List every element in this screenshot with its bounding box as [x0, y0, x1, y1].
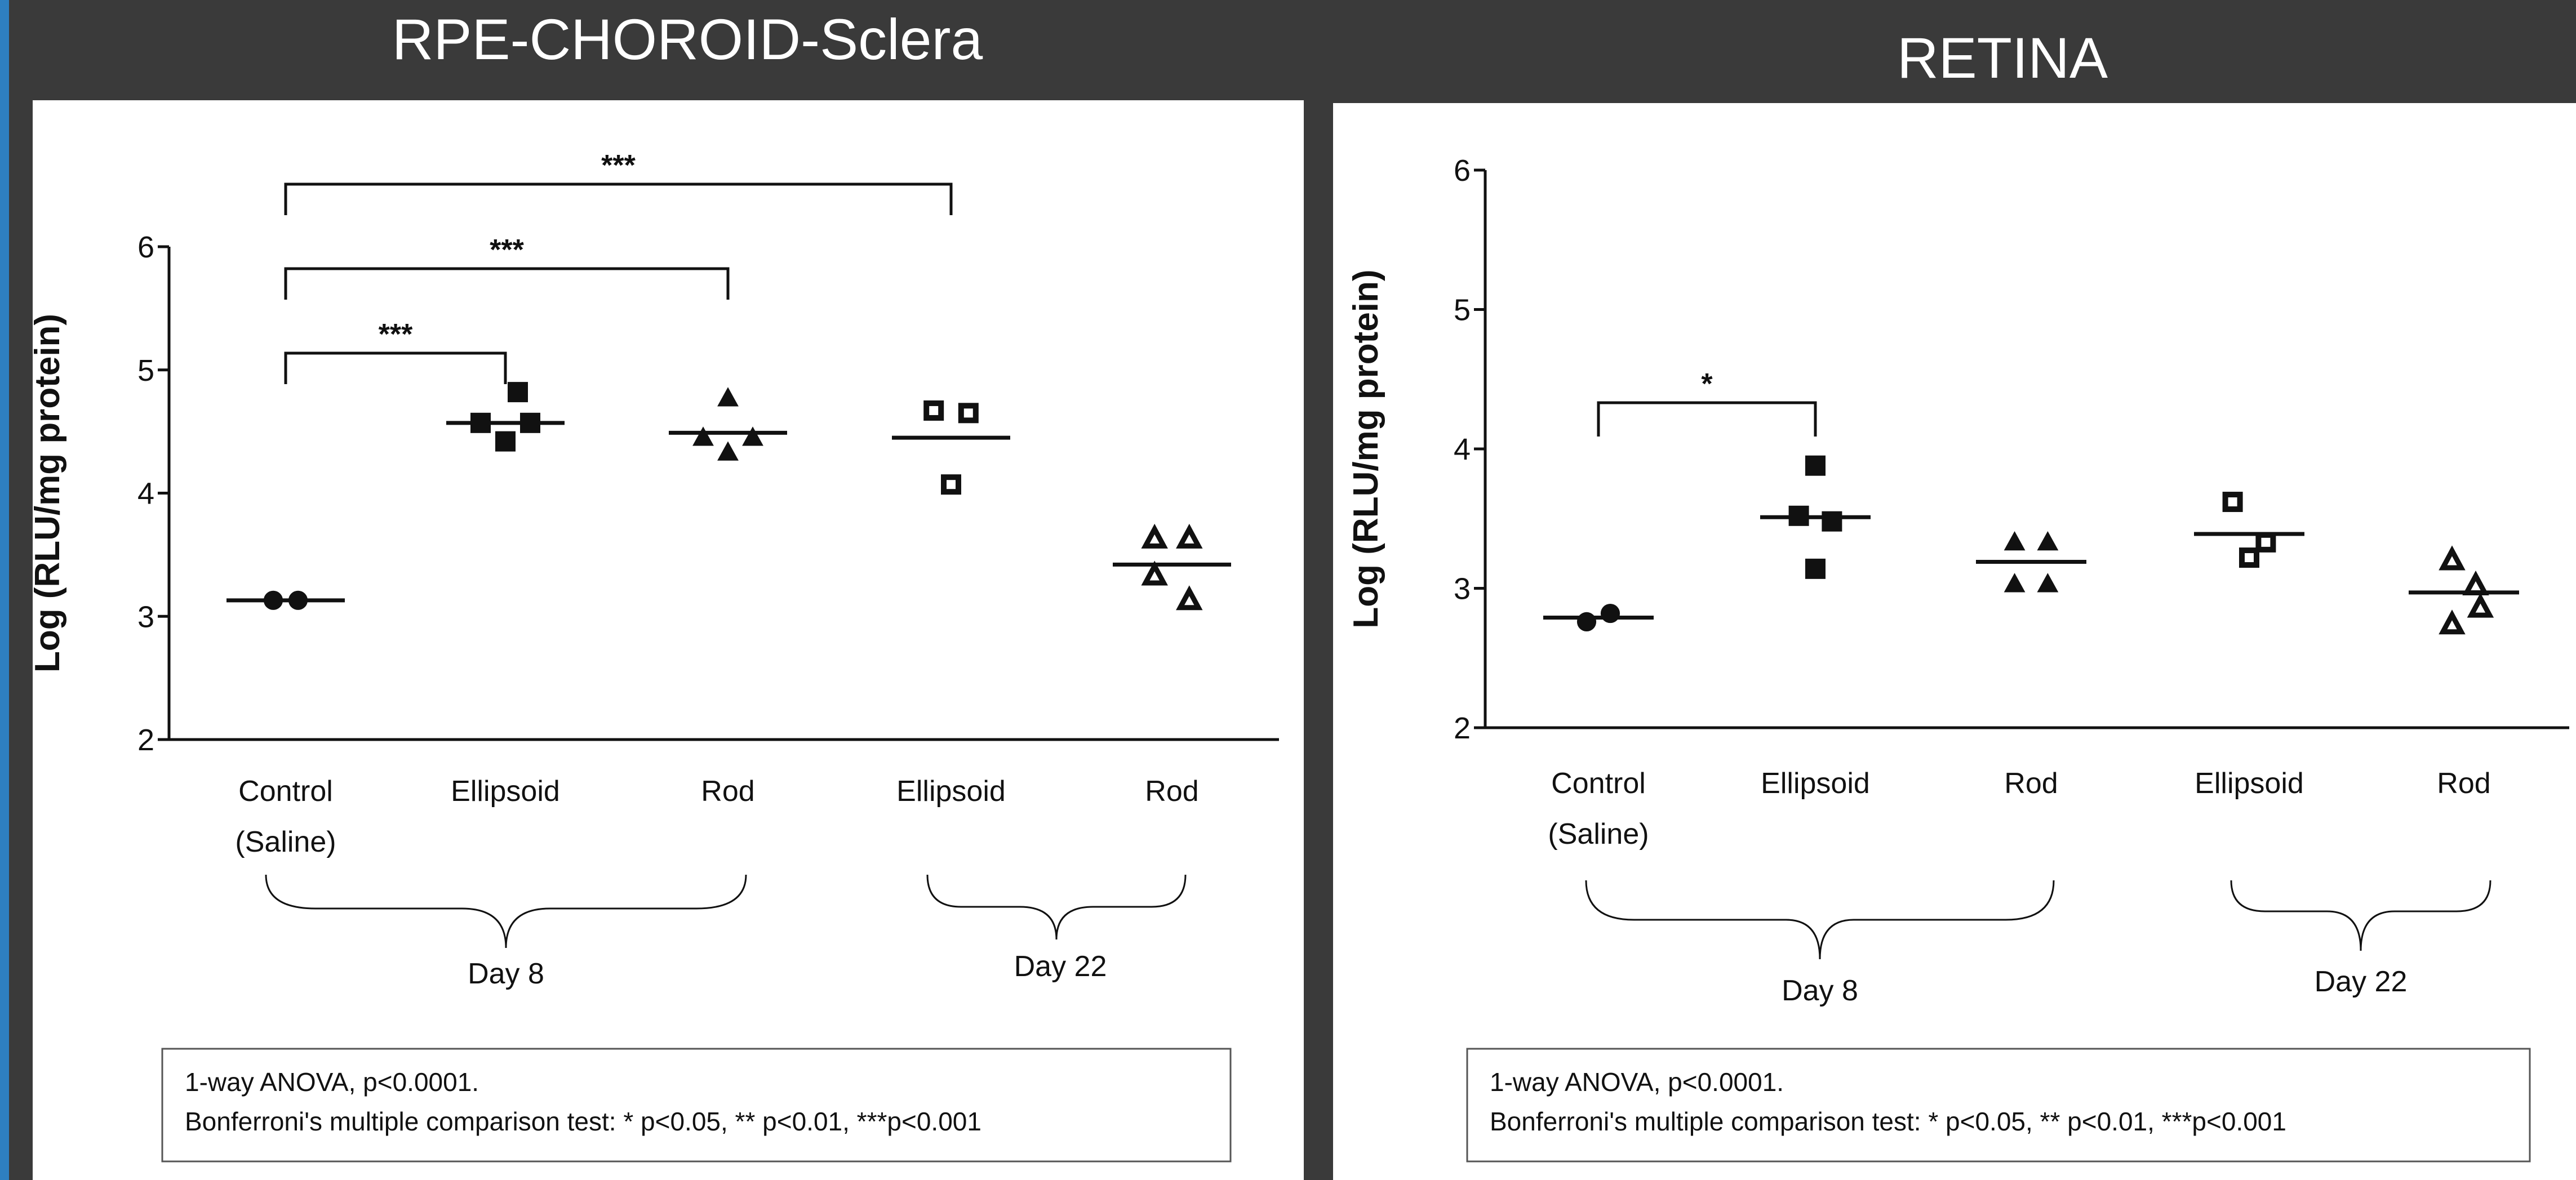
brace-day8-right — [1585, 880, 2055, 960]
significance-label: *** — [379, 318, 413, 351]
y-axis-label: Log (RLU/mg protein) — [1347, 269, 1385, 628]
data-point — [2462, 570, 2489, 596]
data-point — [288, 590, 308, 610]
y-tick-label: 5 — [1454, 293, 1471, 327]
panel-left-background — [33, 100, 1304, 1180]
x-category-label: Ellipsoid — [451, 775, 560, 808]
data-point — [1805, 455, 1826, 476]
data-point — [263, 590, 283, 610]
data-point — [2222, 492, 2243, 513]
data-point — [1141, 560, 1168, 586]
significance-bracket — [284, 182, 953, 215]
panel-right-title: RETINA — [1897, 26, 2108, 90]
stats-box-left-frame — [161, 1048, 1232, 1163]
group-label-day22-left: Day 22 — [1014, 950, 1107, 983]
y-tick-label: 2 — [137, 723, 154, 757]
x-category-label: Ellipsoid — [1761, 767, 1870, 800]
data-point — [2239, 547, 2259, 568]
brace-day8-left — [265, 874, 747, 949]
data-point — [742, 426, 763, 446]
y-tick-label: 6 — [137, 230, 154, 264]
data-point — [495, 431, 516, 452]
y-tick-label: 6 — [1454, 154, 1471, 188]
brace-day22-left — [926, 874, 1187, 940]
data-point — [1141, 523, 1168, 549]
data-point — [1576, 612, 1597, 631]
x-category-label: Rod — [2437, 767, 2490, 800]
x-category-label: Ellipsoid — [896, 775, 1006, 808]
group-brackets-right: Day 8 Day 22 — [1585, 880, 2491, 1007]
data-point — [717, 387, 739, 407]
brace-day22-right — [2230, 880, 2491, 951]
data-point — [692, 426, 714, 446]
data-point — [508, 382, 528, 403]
x-category-label-line2: (Saline) — [235, 826, 336, 858]
stats-box-left: 1-way ANOVA, p<0.0001. Bonferroni's mult… — [161, 1048, 1232, 1163]
group-label-day22-right: Day 22 — [2315, 965, 2408, 998]
stats-bonferroni-right: Bonferroni's multiple comparison test: *… — [1490, 1107, 2286, 1136]
stats-anova-right: 1-way ANOVA, p<0.0001. — [1490, 1067, 1784, 1097]
data-point — [1176, 585, 1203, 611]
y-axis-label: Log (RLU/mg protein) — [28, 314, 67, 673]
y-tick-label: 5 — [137, 354, 154, 388]
group-brackets-left: Day 8 Day 22 — [265, 874, 1187, 990]
data-point — [958, 403, 979, 424]
data-point — [2037, 531, 2059, 551]
panel-right-background — [1333, 103, 2576, 1180]
data-point — [470, 412, 491, 433]
data-point — [1788, 505, 1809, 526]
panel-left-title: RPE-CHOROID-Sclera — [392, 7, 983, 72]
stats-bonferroni-left: Bonferroni's multiple comparison test: *… — [185, 1107, 981, 1136]
data-point — [1600, 603, 1620, 624]
y-tick-label: 2 — [1454, 711, 1471, 745]
x-category-label: Rod — [701, 775, 754, 808]
significance-bracket — [284, 351, 507, 384]
x-category-label: Control — [1551, 767, 1646, 800]
x-category-label: Control — [238, 775, 333, 808]
y-tick-label: 4 — [137, 477, 154, 511]
significance-label: * — [1701, 368, 1713, 400]
data-point — [2439, 545, 2466, 571]
data-point — [941, 474, 961, 495]
data-point — [1176, 523, 1203, 549]
data-point — [2255, 532, 2276, 553]
chart-left: 2 3 4 5 6 Log (RLU/mg protein) Control (Saline)… — [28, 149, 1279, 858]
y-tick-label: 3 — [1454, 572, 1471, 606]
data-point — [520, 412, 540, 433]
y-tick-label: 3 — [137, 600, 154, 634]
data-point — [1805, 558, 1826, 579]
panel-right: RETINA 2 3 4 5 6 Log (RLU/mg protein) Control (… — [1333, 26, 2576, 1180]
data-point — [2004, 531, 2026, 551]
data-point — [2467, 593, 2494, 618]
x-category-label-line2: (Saline) — [1548, 818, 1649, 851]
left-accent-bar — [0, 0, 9, 1180]
x-category-label: Ellipsoid — [2195, 767, 2304, 800]
data-point — [2439, 609, 2466, 635]
x-category-label: Rod — [1145, 775, 1198, 808]
data-point — [1822, 511, 1842, 532]
significance-bracket — [284, 267, 730, 300]
panel-left: RPE-CHOROID-Sclera 2 3 4 5 6 Log (RLU/mg prot… — [28, 7, 1304, 1180]
stats-anova-left: 1-way ANOVA, p<0.0001. — [185, 1067, 479, 1097]
data-point — [923, 400, 944, 421]
stats-box-right-frame — [1466, 1048, 2531, 1163]
stats-box-right: 1-way ANOVA, p<0.0001. Bonferroni's mult… — [1466, 1048, 2531, 1163]
data-point — [2004, 573, 2026, 593]
significance-label: *** — [601, 149, 636, 182]
data-point — [2037, 573, 2059, 593]
x-category-label: Rod — [2004, 767, 2058, 800]
significance-bracket — [1597, 401, 1817, 437]
chart-right: 2 3 4 5 6 Log (RLU/mg protein) Control (Saline)… — [1347, 154, 2569, 851]
group-label-day8-left: Day 8 — [468, 958, 544, 990]
data-point — [717, 441, 739, 461]
significance-label: *** — [490, 234, 524, 266]
y-tick-label: 4 — [1454, 433, 1471, 466]
group-label-day8-right: Day 8 — [1782, 974, 1858, 1007]
